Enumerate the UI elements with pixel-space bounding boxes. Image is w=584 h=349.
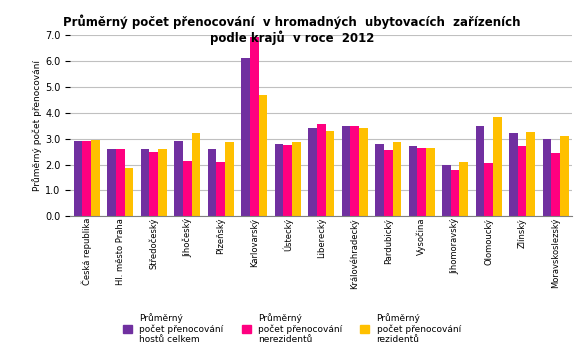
Bar bbox=[384, 150, 392, 216]
Legend: Průměrný
počet přenocování
hostů celkem, Průměrný
počet přenocování
nerezidentů,: Průměrný počet přenocování hostů celkem,… bbox=[123, 313, 461, 344]
Bar bbox=[350, 126, 359, 216]
Text: Průměrný počet přenocování  v hromadných  ubytovacích  zařízeních
podle krajů  v: Průměrný počet přenocování v hromadných … bbox=[63, 14, 521, 45]
Bar bbox=[158, 149, 167, 216]
Bar bbox=[250, 37, 259, 216]
Bar bbox=[174, 141, 183, 216]
Bar bbox=[124, 169, 133, 216]
Bar bbox=[551, 153, 560, 216]
Bar bbox=[426, 148, 434, 216]
Bar bbox=[74, 141, 82, 216]
Bar bbox=[325, 131, 334, 216]
Bar bbox=[107, 149, 116, 216]
Bar bbox=[82, 141, 91, 216]
Bar bbox=[225, 142, 234, 216]
Bar bbox=[292, 142, 301, 216]
Bar bbox=[150, 151, 158, 216]
Bar bbox=[526, 132, 535, 216]
Bar bbox=[442, 164, 451, 216]
Bar bbox=[493, 117, 502, 216]
Bar bbox=[460, 162, 468, 216]
Bar bbox=[308, 128, 317, 216]
Bar bbox=[217, 162, 225, 216]
Bar bbox=[91, 140, 100, 216]
Bar bbox=[274, 144, 283, 216]
Bar bbox=[475, 126, 484, 216]
Bar bbox=[409, 146, 418, 216]
Bar bbox=[208, 149, 217, 216]
Bar bbox=[518, 146, 526, 216]
Bar bbox=[259, 95, 267, 216]
Bar bbox=[141, 149, 150, 216]
Bar bbox=[342, 126, 350, 216]
Bar bbox=[183, 161, 192, 216]
Bar bbox=[317, 124, 325, 216]
Bar bbox=[484, 163, 493, 216]
Bar bbox=[241, 58, 250, 216]
Bar bbox=[418, 148, 426, 216]
Bar bbox=[509, 133, 518, 216]
Bar bbox=[375, 144, 384, 216]
Bar bbox=[283, 145, 292, 216]
Y-axis label: Průměrný počet přenocování: Průměrný počet přenocování bbox=[32, 60, 42, 191]
Bar bbox=[560, 136, 569, 216]
Bar bbox=[116, 149, 124, 216]
Bar bbox=[192, 133, 200, 216]
Bar bbox=[392, 142, 401, 216]
Bar bbox=[543, 139, 551, 216]
Bar bbox=[359, 128, 368, 216]
Bar bbox=[451, 170, 460, 216]
